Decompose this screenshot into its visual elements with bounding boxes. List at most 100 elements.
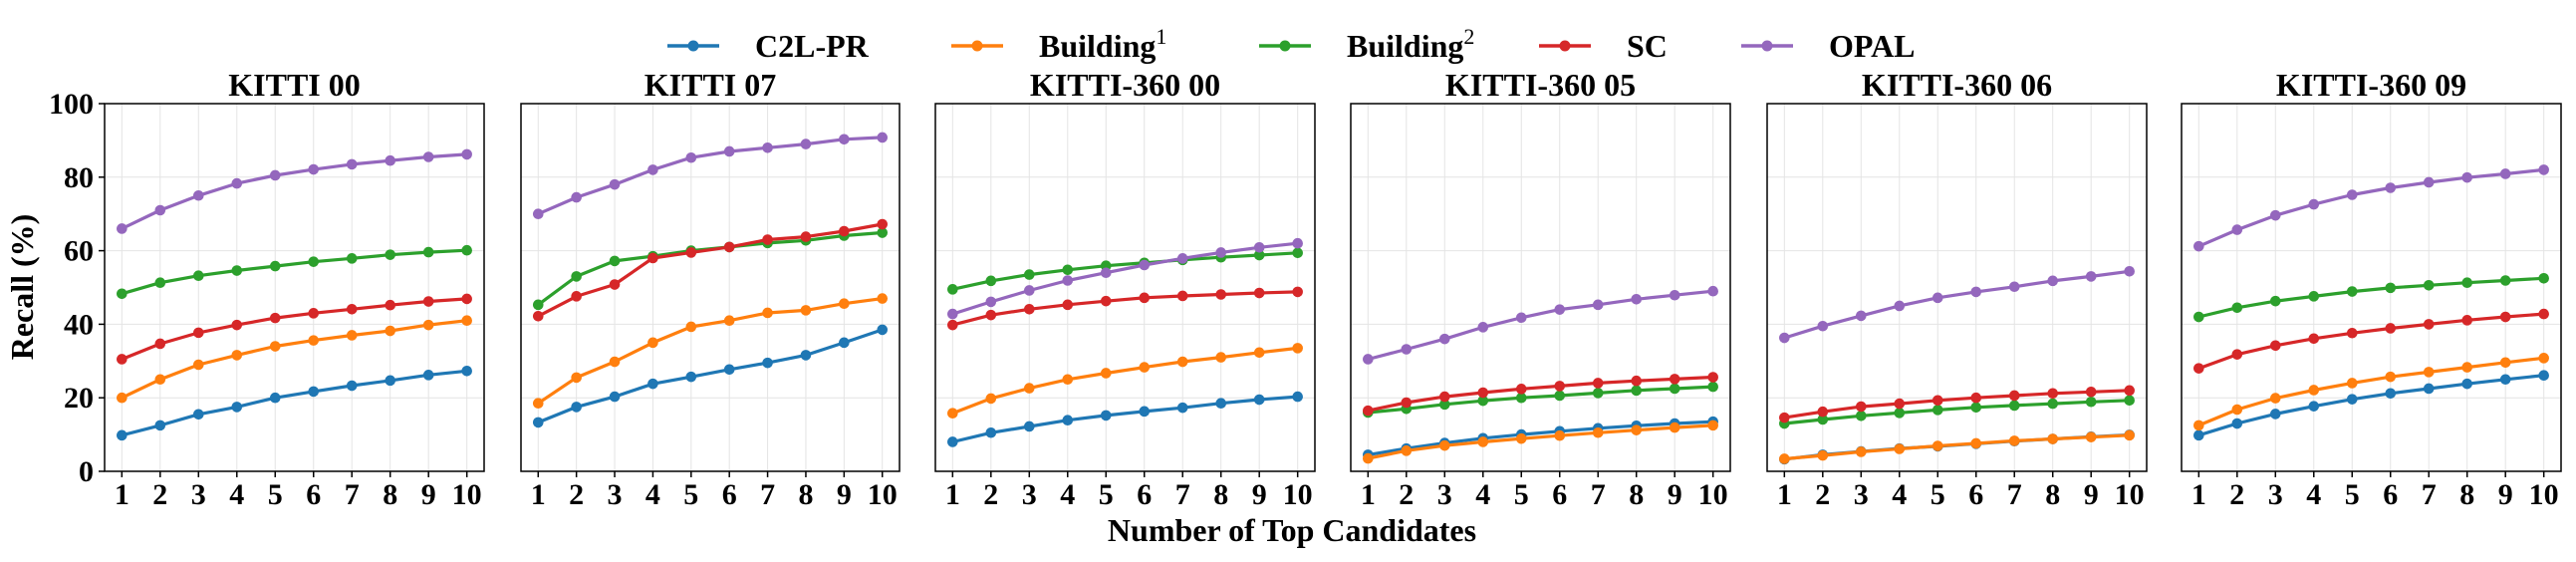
data-point — [2499, 168, 2511, 179]
y-tick-label: 20 — [64, 382, 94, 415]
x-tick-label: 5 — [1931, 478, 1945, 511]
data-point — [1253, 241, 1265, 253]
series-line — [1368, 420, 1713, 456]
data-point — [2308, 401, 2320, 412]
data-point — [2269, 409, 2281, 420]
data-point — [2193, 240, 2204, 252]
data-point — [2047, 433, 2059, 444]
legend-superscript: 1 — [1156, 24, 1166, 49]
x-tick-label: 3 — [2268, 478, 2283, 511]
data-point — [1215, 247, 1227, 258]
data-point — [385, 375, 396, 387]
data-point — [947, 308, 958, 320]
y-tick-label: 0 — [79, 455, 94, 488]
series-line — [121, 319, 467, 400]
series-line — [951, 395, 1298, 444]
y-tick-label: 80 — [64, 161, 94, 194]
series-line — [1367, 289, 1713, 362]
series-line — [537, 297, 883, 406]
legend-marker — [971, 40, 983, 52]
data-point — [2461, 362, 2473, 373]
data-point — [723, 364, 735, 376]
data-point — [571, 271, 582, 282]
data-point — [1292, 237, 1303, 249]
series-line — [1367, 375, 1713, 413]
data-point — [609, 356, 621, 368]
x-tick-label: 2 — [2229, 478, 2244, 511]
data-point — [231, 350, 243, 361]
data-point — [2423, 279, 2435, 291]
x-tick-label: 2 — [983, 478, 998, 511]
data-point — [877, 293, 889, 304]
series-line — [2197, 276, 2544, 319]
x-tick-label: 7 — [345, 478, 360, 511]
data-point — [723, 241, 735, 253]
series-line — [1367, 423, 1713, 460]
x-tick-label: 7 — [760, 478, 775, 511]
legend-label: OPAL — [1829, 28, 1916, 64]
plot-frame — [2181, 103, 2562, 472]
data-point — [985, 426, 997, 438]
data-point — [532, 417, 544, 428]
data-point — [1894, 398, 1906, 410]
data-point — [461, 148, 472, 160]
data-point — [1363, 452, 1374, 464]
data-point — [2231, 302, 2243, 314]
data-point — [422, 246, 434, 258]
data-point — [1363, 354, 1374, 365]
legend-item: C2L-PR — [667, 28, 870, 64]
panel-title: KITTI 07 — [644, 67, 776, 103]
x-tick-label: 10 — [2529, 478, 2559, 511]
data-point — [609, 255, 621, 267]
data-point — [1970, 286, 1982, 298]
data-point — [1062, 415, 1074, 426]
chart-panel: 1 2 3 4 5 6 7 8 9 10 KITTI-360 05 — [1350, 67, 1731, 511]
x-tick-label: 7 — [2007, 478, 2022, 511]
x-tick-label: 5 — [2345, 478, 2360, 511]
x-tick-label: 6 — [722, 478, 737, 511]
data-point — [192, 359, 204, 371]
data-point — [117, 288, 128, 300]
x-tick-label: 5 — [268, 478, 283, 511]
data-point — [1631, 424, 1643, 435]
data-point — [2538, 272, 2549, 284]
x-tick-label: 4 — [1060, 478, 1075, 511]
data-point — [2346, 189, 2358, 200]
series-line — [2197, 312, 2544, 371]
data-point — [117, 392, 128, 404]
data-point — [1100, 410, 1112, 422]
data-point — [2499, 357, 2511, 369]
data-point — [269, 392, 281, 404]
data-point — [571, 402, 582, 413]
x-tick-label: 5 — [1099, 478, 1114, 511]
data-point — [2085, 431, 2097, 442]
data-point — [1515, 432, 1527, 444]
data-point — [532, 398, 544, 410]
data-point — [1631, 294, 1643, 305]
data-point — [532, 208, 544, 219]
data-point — [1631, 385, 1643, 397]
x-tick-label: 10 — [868, 478, 898, 511]
data-point — [1363, 405, 1374, 417]
data-point — [2124, 385, 2135, 397]
data-point — [117, 429, 128, 441]
data-point — [2538, 353, 2549, 364]
plot-frame — [104, 103, 485, 472]
plot-frame — [1350, 103, 1731, 472]
data-point — [117, 223, 128, 234]
x-tick-label: 4 — [645, 478, 660, 511]
data-point — [385, 249, 396, 260]
data-point — [2269, 295, 2281, 307]
data-point — [1139, 406, 1151, 418]
panel-title: KITTI-360 09 — [2276, 67, 2466, 103]
data-point — [1253, 394, 1265, 406]
data-point — [1631, 375, 1643, 387]
data-point — [1401, 397, 1413, 409]
x-tick-label: 2 — [1399, 478, 1414, 511]
series-line — [1783, 269, 2130, 340]
data-point — [985, 309, 997, 321]
series-line — [537, 328, 884, 424]
x-tick-label: 7 — [2422, 478, 2437, 511]
data-point — [1515, 312, 1527, 324]
